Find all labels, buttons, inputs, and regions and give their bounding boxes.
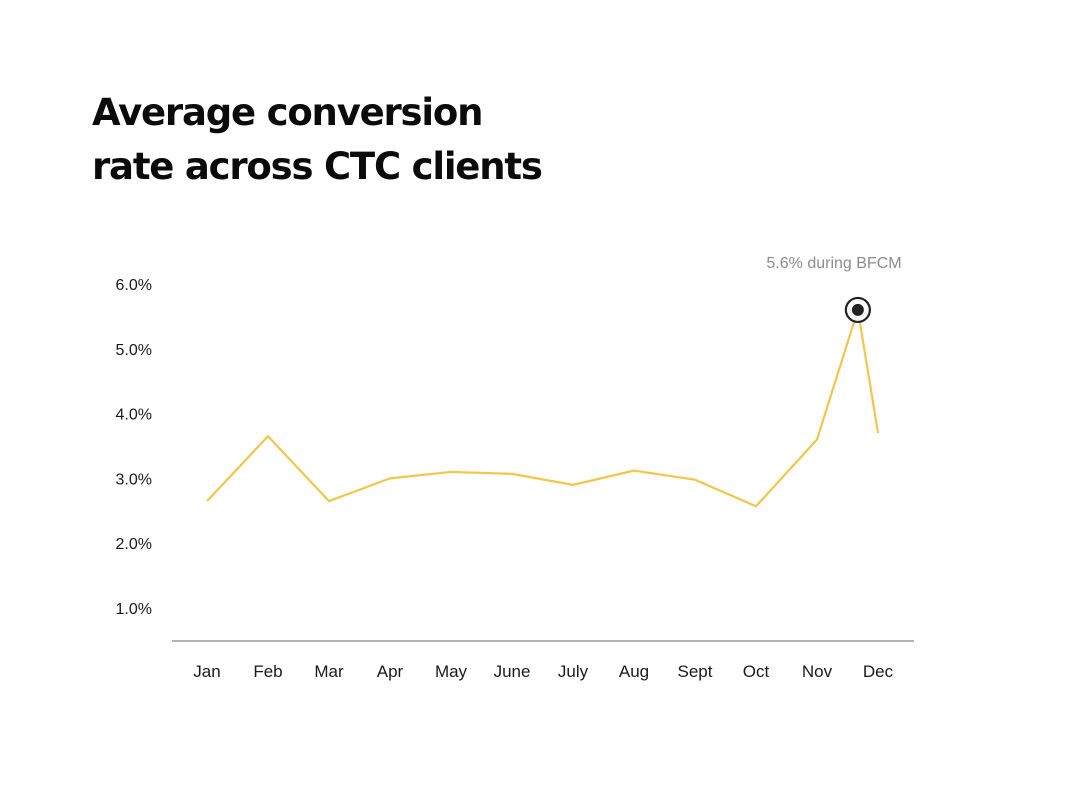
x-tick-label: Mar [314,662,344,681]
bfcm-marker [844,296,871,324]
x-tick-label: Apr [377,662,404,681]
y-tick-label: 6.0% [116,277,152,294]
y-tick-label: 5.0% [116,342,152,359]
y-tick-label: 4.0% [116,407,152,424]
x-tick-label: Sept [678,662,713,681]
bfcm-marker-dot [851,303,864,316]
x-tick-label: Oct [743,662,770,681]
bfcm-annotation: 5.6% during BFCM [766,255,901,272]
x-tick-label: Aug [619,662,649,681]
series-line [206,308,880,508]
y-tick-label: 1.0% [116,601,152,618]
x-tick-label: May [435,662,468,681]
x-tick-label: Feb [253,662,282,681]
y-tick-label: 3.0% [116,471,152,488]
y-axis-ticks: 1.0% 2.0% 3.0% 4.0% 5.0% 6.0% [116,277,152,618]
x-tick-label: June [494,662,531,681]
chart-title-line-1: Average conversion [92,91,483,134]
x-tick-label: Nov [802,662,833,681]
chart-title: Average conversion rate across CTC clien… [92,86,543,194]
x-tick-label: Jan [193,662,220,681]
y-tick-label: 2.0% [116,536,152,553]
x-tick-label: Dec [863,662,894,681]
x-axis-ticks: Jan Feb Mar Apr May June July Aug Sept Oct Nov Dec [193,662,893,681]
chart-title-line-2: rate across CTC clients [92,145,543,188]
x-tick-label: July [558,662,589,681]
